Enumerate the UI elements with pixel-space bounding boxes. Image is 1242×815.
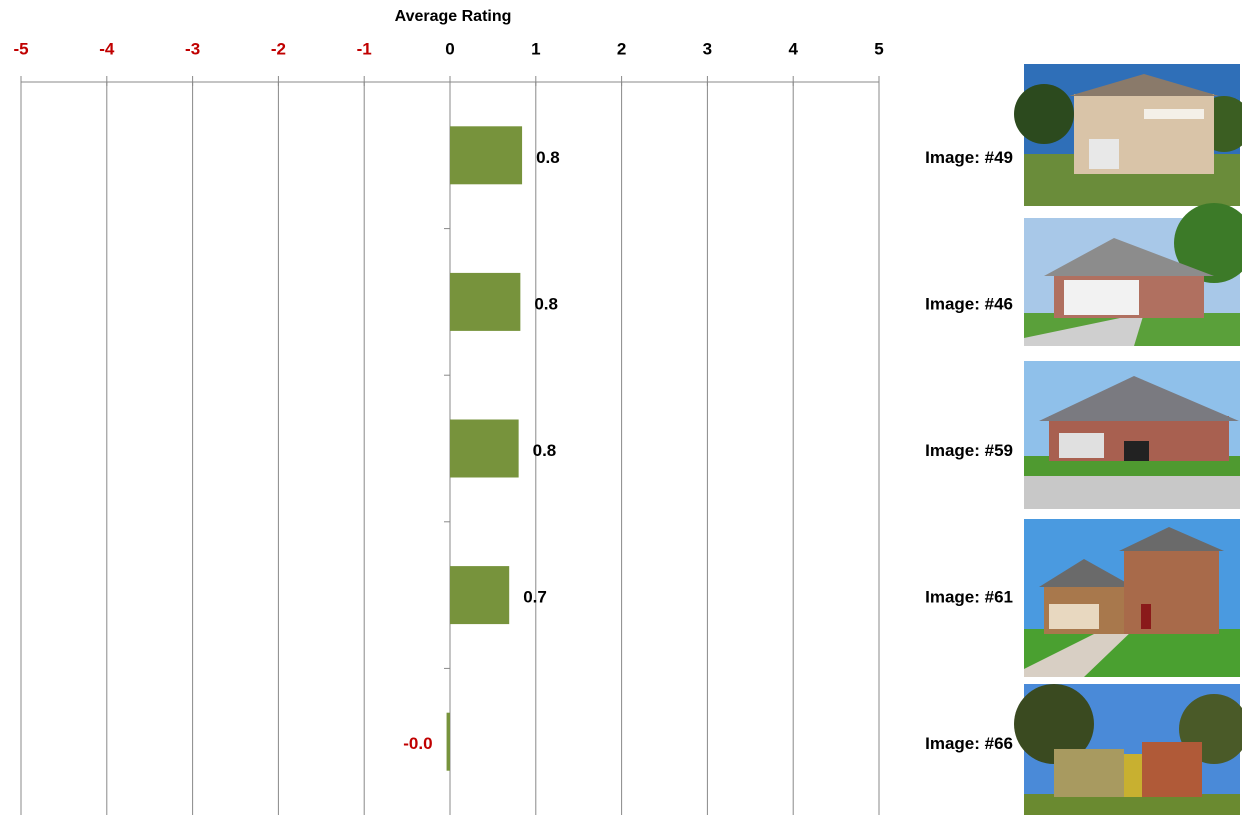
category-label: Image: #49 [925,148,1013,167]
x-tick-label: -5 [13,39,28,58]
chart-title: Average Rating [395,8,512,25]
x-tick-label: 0 [445,39,454,58]
house-photo [1024,361,1240,509]
bar [450,272,521,331]
thumbnails [1014,64,1242,815]
x-tick-label: 4 [788,39,798,58]
data-label: 0.7 [523,588,547,607]
data-label: 0.8 [536,148,560,167]
x-tick-label: -4 [99,39,115,58]
x-tick-label: -1 [357,39,372,58]
x-tick-label: -2 [271,39,286,58]
category-label: Image: #66 [925,734,1013,753]
category-label: Image: #46 [925,294,1013,313]
x-tick-label: 2 [617,39,626,58]
x-tick-label: 1 [531,39,540,58]
house-photo [1014,64,1242,206]
house-photo [1024,203,1242,346]
data-label: 0.8 [533,441,557,460]
category-label: Image: #61 [925,588,1013,607]
data-label: -0.0 [403,734,432,753]
bar [450,566,510,625]
bar [446,712,450,771]
category-label: Image: #59 [925,441,1013,460]
house-photo [1024,519,1240,677]
x-tick-label: 3 [703,39,712,58]
data-label: 0.8 [534,294,558,313]
bar [450,419,519,478]
x-tick-label: 5 [874,39,883,58]
house-photo [1014,684,1242,815]
x-tick-label: -3 [185,39,200,58]
bar [450,126,523,185]
